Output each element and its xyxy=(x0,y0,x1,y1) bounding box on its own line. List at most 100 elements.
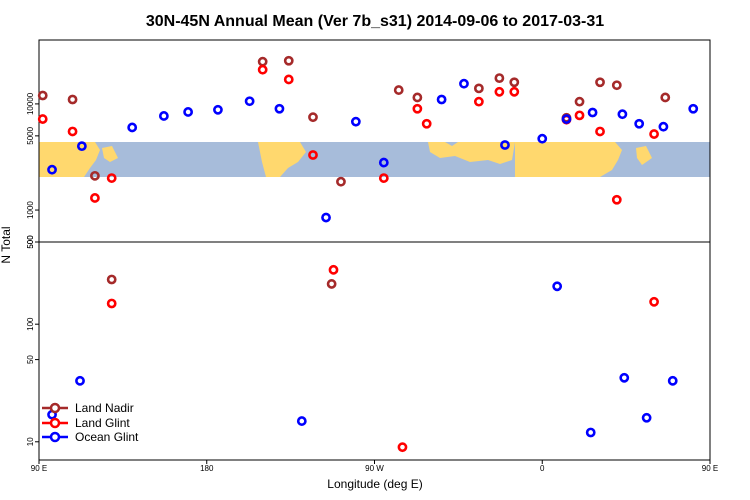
point-ocean-glint-lower xyxy=(641,412,652,423)
point-land-glint-upper xyxy=(421,118,432,129)
y-tick-label: 1000 xyxy=(26,201,35,219)
point-land-glint-upper xyxy=(509,86,520,97)
legend-label-land-glint: Land Glint xyxy=(75,416,130,430)
point-land-nadir-upper xyxy=(90,170,100,181)
point-land-nadir-upper xyxy=(283,55,294,66)
point-ocean-glint-upper xyxy=(436,94,447,105)
map-landmass-2 xyxy=(258,142,306,177)
point-land-glint-upper xyxy=(283,74,294,85)
map-landmass-3 xyxy=(428,142,515,164)
x-tick-label: 180 xyxy=(200,464,214,473)
point-land-nadir-upper xyxy=(412,92,423,103)
point-ocean-glint-upper xyxy=(587,107,598,118)
point-land-glint-upper xyxy=(412,103,423,114)
point-land-glint-upper xyxy=(308,150,318,160)
point-ocean-glint-lower xyxy=(552,281,563,292)
point-ocean-glint-upper xyxy=(634,118,645,129)
map-landmass-5 xyxy=(636,146,652,165)
point-ocean-glint-upper xyxy=(76,141,87,152)
point-ocean-glint-upper xyxy=(617,109,628,120)
point-ocean-glint-lower xyxy=(75,375,85,386)
point-land-glint-upper xyxy=(257,64,268,75)
point-land-glint-upper xyxy=(106,173,117,183)
point-ocean-glint-upper xyxy=(500,140,510,150)
point-ocean-glint-upper xyxy=(658,121,669,132)
x-tick-label: 90 E xyxy=(31,464,47,473)
point-ocean-glint-upper xyxy=(350,116,361,127)
point-land-nadir-upper xyxy=(473,83,484,94)
x-axis-label: Longitude (deg E) xyxy=(327,477,422,491)
point-land-glint-upper xyxy=(611,194,622,205)
point-land-glint-lower xyxy=(649,296,659,307)
point-ocean-glint-upper xyxy=(537,133,548,144)
point-land-glint-lower xyxy=(106,298,117,309)
point-land-glint-upper xyxy=(90,193,100,203)
point-ocean-glint-lower xyxy=(619,372,630,383)
point-land-glint-upper xyxy=(595,126,605,137)
legend-label-land-nadir: Land Nadir xyxy=(75,401,134,415)
point-land-nadir-upper xyxy=(37,90,48,101)
y-tick-label: 100 xyxy=(26,317,35,331)
point-ocean-glint-lower xyxy=(585,427,596,438)
point-ocean-glint-upper xyxy=(47,164,57,175)
point-land-glint-upper xyxy=(37,114,48,124)
point-land-nadir-upper xyxy=(257,56,268,67)
point-ocean-glint-upper xyxy=(321,212,331,223)
point-ocean-glint-upper xyxy=(127,122,138,133)
point-land-glint-upper xyxy=(473,96,484,107)
point-ocean-glint-upper xyxy=(378,157,389,168)
legend-marker-land-nadir xyxy=(49,402,61,414)
point-land-glint-upper xyxy=(67,126,78,137)
point-land-glint-upper xyxy=(494,86,505,97)
y-tick-label: 50 xyxy=(26,355,35,364)
point-land-nadir-upper xyxy=(574,96,585,107)
y-tick-label: 500 xyxy=(26,235,35,249)
point-land-nadir-upper xyxy=(336,176,346,187)
point-ocean-glint-upper xyxy=(459,78,469,89)
legend-item-land-nadir: Land Nadir xyxy=(42,401,134,415)
point-land-glint-upper xyxy=(378,173,389,183)
point-ocean-glint-lower xyxy=(667,375,678,386)
point-land-glint-upper xyxy=(574,110,585,121)
point-land-nadir-upper xyxy=(494,73,505,84)
y-tick-label: 500 xyxy=(26,235,35,249)
point-land-glint-lower xyxy=(328,264,339,275)
point-ocean-glint-upper xyxy=(244,96,255,107)
point-land-nadir-lower xyxy=(106,274,117,285)
point-land-nadir-upper xyxy=(67,94,78,105)
x-tick-label: 90 W xyxy=(365,464,384,473)
legend-item-land-glint: Land Glint xyxy=(42,416,130,430)
x-tick-label: 90 E xyxy=(702,464,718,473)
point-land-glint-upper xyxy=(649,129,659,139)
point-ocean-glint-lower xyxy=(296,416,307,426)
y-tick-label: 5000 xyxy=(26,126,35,144)
point-land-nadir-upper xyxy=(660,92,671,103)
y-tick-label: 10000 xyxy=(26,92,35,115)
point-ocean-glint-upper xyxy=(213,104,223,115)
y-tick-label: 10 xyxy=(26,437,35,446)
point-land-nadir-lower xyxy=(326,279,337,289)
point-land-nadir-upper xyxy=(509,77,520,88)
legend: Land Nadir Land Glint Ocean Glint xyxy=(42,401,139,444)
chart-title: 30N-45N Annual Mean (Ver 7b_s31) 2014-09… xyxy=(146,13,604,30)
point-land-nadir-upper xyxy=(595,77,605,88)
point-land-glint-lower xyxy=(397,442,408,453)
y-axis-label: N Total xyxy=(0,226,13,263)
map-landmass-1 xyxy=(102,146,118,162)
legend-item-ocean-glint: Ocean Glint xyxy=(42,430,139,444)
legend-marker-ocean-glint xyxy=(49,431,61,443)
world-map-strip xyxy=(39,142,710,177)
legend-marker-land-glint xyxy=(49,417,61,429)
point-ocean-glint-upper xyxy=(561,114,572,124)
point-land-nadir-upper xyxy=(393,85,404,95)
point-ocean-glint-upper xyxy=(158,111,169,121)
x-tick-label: 0 xyxy=(540,464,545,473)
legend-label-ocean-glint: Ocean Glint xyxy=(75,430,139,444)
map-landmass-4 xyxy=(515,142,622,177)
upper-panel-frame xyxy=(38,39,711,243)
point-land-nadir-upper xyxy=(611,80,622,91)
lower-panel-frame xyxy=(38,241,711,461)
point-ocean-glint-upper xyxy=(183,107,194,117)
point-ocean-glint-upper xyxy=(688,103,699,114)
